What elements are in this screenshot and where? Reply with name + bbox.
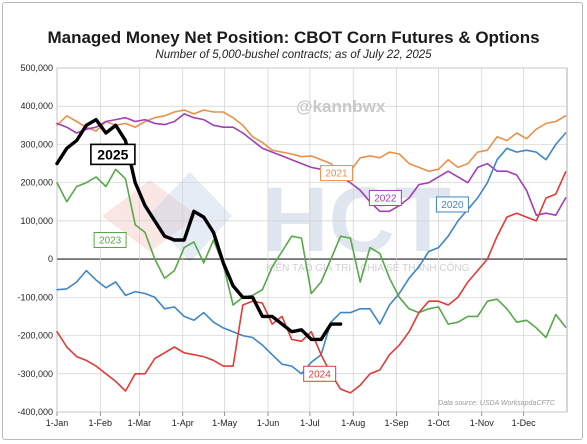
y-tick-label: 400,000 bbox=[20, 101, 53, 111]
series-label-box bbox=[435, 196, 469, 213]
series-label-2020: 2020 bbox=[435, 196, 469, 213]
series-label-text: 2023 bbox=[99, 236, 122, 247]
series-label-2025: 2025 bbox=[90, 143, 136, 166]
axes: 500,000 400,000 300,000 200,000 100,000 0 -100… bbox=[17, 63, 536, 428]
x-tick-label: 1-Dec bbox=[512, 418, 537, 428]
y-tick-label: -200,000 bbox=[17, 331, 53, 341]
series-label-text: 2022 bbox=[374, 193, 397, 204]
author-handle: @kannbwx bbox=[296, 97, 386, 116]
y-tick-label: 500,000 bbox=[20, 63, 53, 73]
series-line-2023 bbox=[56, 168, 567, 339]
x-tick-label: 1-Feb bbox=[89, 418, 113, 428]
x-tick-label: 1-Nov bbox=[470, 418, 495, 428]
series-label-box bbox=[319, 165, 353, 182]
x-tick-label: 1-Sep bbox=[385, 418, 409, 428]
chart-title: Managed Money Net Position: CBOT Corn Fu… bbox=[47, 28, 540, 47]
series-label-text: 2021 bbox=[325, 169, 348, 180]
x-tick-label: 1-Oct bbox=[427, 418, 450, 428]
x-tick-label: 1-Mar bbox=[128, 418, 152, 428]
watermark-tagline: KIẾN TẠO GIÁ TRỊ - CHIA SẺ THÀNH CÔNG bbox=[266, 261, 470, 274]
series-label-text: 2020 bbox=[441, 200, 464, 211]
x-tick-label: 1-Jul bbox=[300, 418, 320, 428]
x-tick-label: 1-Jan bbox=[46, 418, 69, 428]
series-line-2025 bbox=[55, 117, 343, 342]
series-label-box bbox=[303, 365, 337, 382]
series-lines bbox=[55, 109, 567, 394]
data-source-note: Data source: USDA WorksapdaCFTC bbox=[438, 400, 556, 407]
x-tick-label: 1-Aug bbox=[341, 418, 365, 428]
y-tick-label: -300,000 bbox=[17, 369, 53, 379]
y-tick-label: 200,000 bbox=[20, 178, 53, 188]
series-line-2024 bbox=[56, 171, 567, 394]
series-label-box bbox=[90, 143, 136, 166]
series-label-2021: 2021 bbox=[319, 165, 353, 182]
y-tick-label: 100,000 bbox=[20, 216, 53, 226]
y-tick-label: -100,000 bbox=[17, 292, 53, 302]
y-tick-label: 0 bbox=[48, 254, 53, 264]
series-label-2024: 2024 bbox=[303, 365, 337, 382]
series-label-box bbox=[368, 189, 402, 206]
x-tick-label: 1-May bbox=[212, 418, 238, 428]
series-labels: 2021 2022 2020 2023 2024 2025 bbox=[90, 143, 469, 382]
y-tick-label: -400,000 bbox=[17, 407, 53, 417]
y-tick-label: 300,000 bbox=[20, 139, 53, 149]
series-label-text: 2025 bbox=[97, 146, 128, 162]
series-label-box bbox=[93, 232, 127, 248]
watermark-logo-text: HCT bbox=[262, 169, 451, 271]
watermark-logo-diamond-2 bbox=[148, 172, 232, 262]
chart-subtitle: Number of 5,000-bushel contracts; as of … bbox=[155, 49, 432, 61]
x-tick-label: 1-Apr bbox=[172, 418, 194, 428]
series-line-2020 bbox=[56, 132, 567, 375]
x-tick-label: 1-Jun bbox=[257, 418, 280, 428]
series-label-2022: 2022 bbox=[368, 189, 402, 206]
series-line-2021 bbox=[56, 109, 567, 174]
series-label-2023: 2023 bbox=[93, 232, 127, 248]
series-line-2022 bbox=[56, 113, 567, 216]
series-label-text: 2024 bbox=[309, 369, 332, 380]
